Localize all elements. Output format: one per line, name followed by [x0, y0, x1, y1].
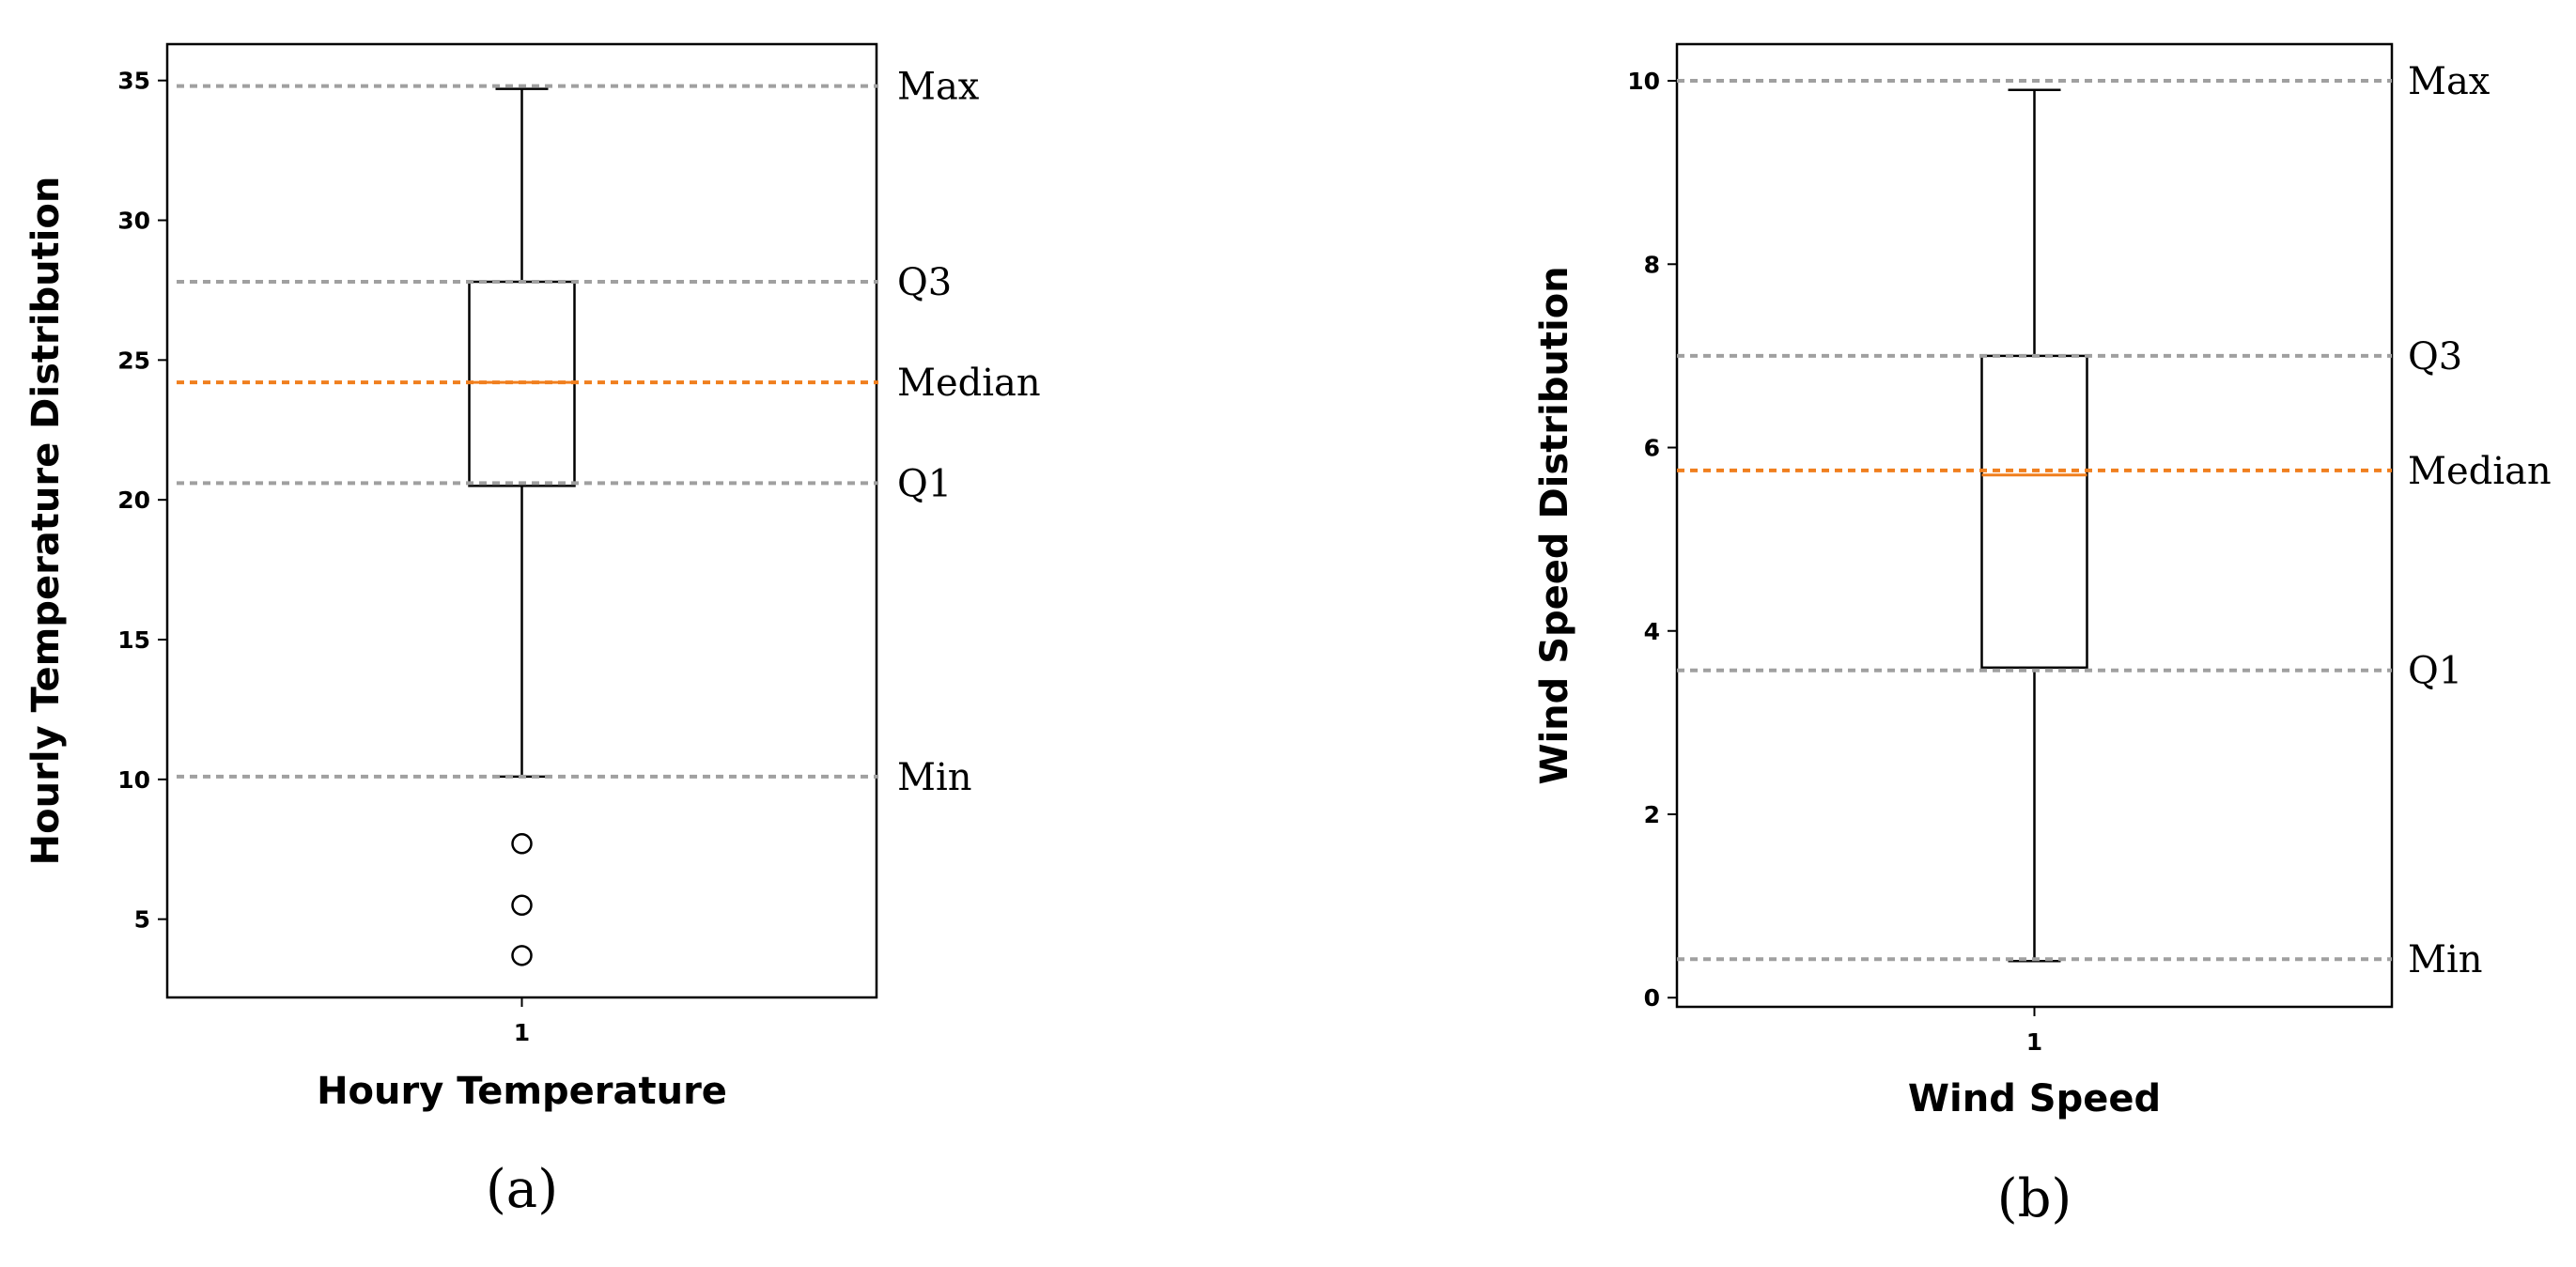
reference-label-min: Min — [897, 756, 972, 799]
outlier-point — [513, 896, 532, 915]
y-axis-title: Hourly Temperature Distribution — [24, 177, 68, 866]
x-axis-title: Houry Temperature — [317, 1070, 727, 1113]
y-axis-title: Wind Speed Distribution — [1533, 266, 1576, 784]
y-tick-label: 30 — [117, 208, 150, 235]
x-tick-label: 1 — [514, 1019, 530, 1046]
reference-label-max: Max — [2408, 60, 2491, 103]
reference-label-min: Min — [2408, 938, 2483, 981]
outlier-point — [513, 834, 532, 853]
y-tick-label: 4 — [1644, 618, 1660, 645]
reference-label-q1: Q1 — [897, 462, 952, 505]
panel-a: 5 10 15 20 25 30 35 1 Max Q3 Median Q1 Min Hourly Tem… — [24, 44, 1041, 1220]
reference-label-q1: Q1 — [2408, 650, 2462, 693]
y-tick-label: 10 — [1627, 68, 1660, 95]
x-axis-title: Wind Speed — [1908, 1077, 2161, 1120]
panel-b: 0 2 4 6 8 10 1 Max Q3 Median Q1 Min Wind Speed Distr… — [1533, 44, 2552, 1229]
y-tick-label: 0 — [1644, 984, 1660, 1012]
reference-label-median: Median — [897, 362, 1041, 405]
panel-caption: (a) — [486, 1159, 558, 1220]
y-tick-label: 25 — [117, 347, 150, 374]
outlier-point — [513, 946, 532, 965]
x-tick-label: 1 — [2026, 1028, 2042, 1056]
y-tick-label: 15 — [117, 626, 150, 654]
y-tick-label: 35 — [117, 68, 150, 95]
reference-label-max: Max — [897, 66, 980, 109]
iqr-box — [1982, 356, 2087, 668]
y-tick-label: 20 — [117, 487, 150, 514]
reference-label-median: Median — [2408, 450, 2552, 493]
y-tick-label: 2 — [1644, 801, 1660, 828]
y-tick-label: 8 — [1644, 251, 1660, 278]
y-tick-label: 6 — [1644, 435, 1660, 462]
panel-caption: (b) — [1997, 1168, 2072, 1229]
reference-label-q3: Q3 — [2408, 335, 2462, 379]
reference-label-q3: Q3 — [897, 261, 952, 304]
y-tick-label: 10 — [117, 766, 150, 794]
y-tick-label: 5 — [134, 906, 150, 934]
